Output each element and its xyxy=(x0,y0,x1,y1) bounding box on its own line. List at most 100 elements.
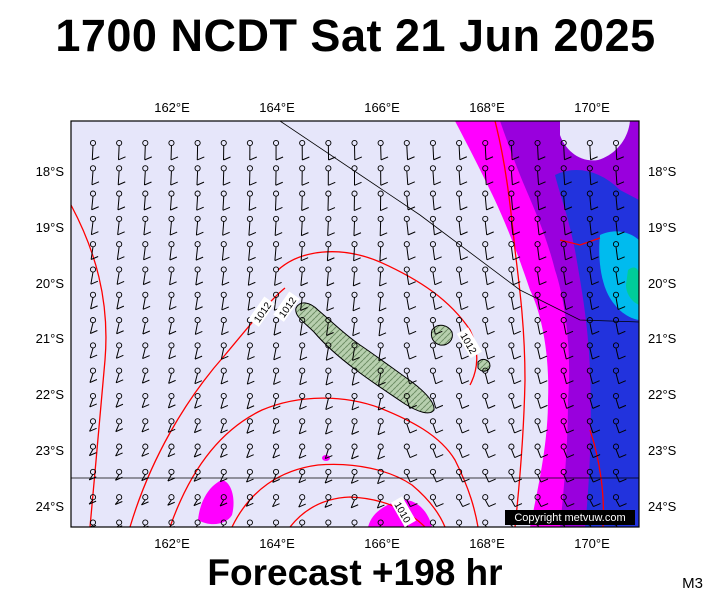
wind-barb xyxy=(612,367,626,385)
wind-barb xyxy=(168,241,178,261)
wind-barb xyxy=(560,291,574,310)
wind-barb xyxy=(403,165,415,186)
wind-barb xyxy=(612,291,626,310)
wind-barb xyxy=(168,215,178,236)
wind-barb xyxy=(482,519,489,527)
wind-barb xyxy=(586,139,598,161)
wind-barb xyxy=(299,291,308,311)
rain-gap-area xyxy=(560,121,630,161)
wind-barb xyxy=(534,392,548,409)
wind-barb xyxy=(560,317,574,335)
wind-barb xyxy=(508,443,522,458)
isobar-line xyxy=(231,463,446,527)
wind-barb xyxy=(351,266,361,287)
wind-barb xyxy=(298,418,307,435)
wind-barb xyxy=(508,165,520,186)
wind-barb xyxy=(141,367,150,384)
wind-barb xyxy=(612,190,625,211)
wind-barb xyxy=(612,317,626,335)
lat-tick-label: 23°S xyxy=(36,443,65,458)
wind-barb xyxy=(377,342,386,362)
wind-barb xyxy=(116,190,126,211)
rain-patch-west xyxy=(198,480,234,525)
wind-barb xyxy=(482,317,495,335)
wind-barb xyxy=(403,392,417,409)
wind-barb xyxy=(586,266,599,286)
wind-barb xyxy=(640,419,653,433)
wind-barb xyxy=(220,215,230,236)
copyright-badge: Copyright metvuw.com xyxy=(505,510,635,525)
wind-barb xyxy=(456,266,469,286)
forecast-label: Forecast +198 hr xyxy=(207,552,503,593)
wind-barb xyxy=(298,443,307,459)
wind-barb xyxy=(324,494,333,508)
wind-barb xyxy=(482,367,496,385)
wind-barb xyxy=(220,392,229,409)
wind-barb xyxy=(403,215,416,236)
wind-barb xyxy=(508,215,521,236)
wind-barb xyxy=(298,468,307,484)
wind-barb xyxy=(456,392,470,409)
map-frame xyxy=(70,120,640,528)
wind-barb xyxy=(299,317,308,336)
wind-barb xyxy=(168,266,177,286)
wind-barb xyxy=(534,266,547,286)
wind-barb xyxy=(586,468,601,483)
wind-barb xyxy=(403,418,418,434)
wind-barb xyxy=(351,519,358,527)
lon-tick-label: 168°E xyxy=(469,536,505,551)
wind-barb xyxy=(142,190,152,211)
wind-barb xyxy=(89,317,98,334)
wind-barb xyxy=(429,342,443,360)
wind-barb xyxy=(142,291,151,310)
wind-barb xyxy=(89,165,100,186)
wind-barb xyxy=(429,139,441,161)
wind-barb xyxy=(89,418,97,432)
wind-barb xyxy=(403,241,416,261)
wind-barb xyxy=(167,468,176,482)
wind-barb xyxy=(89,139,100,161)
loyalty-island-lifou xyxy=(477,358,491,372)
wind-barb xyxy=(141,392,150,409)
wind-barb xyxy=(482,266,495,286)
wind-barb xyxy=(220,418,228,434)
wind-barb xyxy=(142,241,151,261)
wind-barb xyxy=(377,190,388,212)
wind-barb xyxy=(141,494,149,506)
wind-barbs xyxy=(88,139,653,527)
wind-barb xyxy=(482,494,496,508)
wind-barb xyxy=(246,266,256,286)
wind-barb xyxy=(456,241,468,261)
wind-barb xyxy=(482,165,494,186)
wind-barb xyxy=(351,392,360,411)
wind-barb xyxy=(116,241,125,261)
wind-barb xyxy=(350,494,359,509)
wind-barb xyxy=(429,519,437,527)
wind-barb xyxy=(220,165,231,186)
wind-barb xyxy=(246,241,256,261)
wind-barb xyxy=(351,418,359,435)
wind-barb xyxy=(141,443,150,457)
wind-barb xyxy=(89,266,99,285)
wind-barb xyxy=(272,367,281,385)
wind-barb xyxy=(168,367,176,384)
wind-barb xyxy=(299,215,309,237)
wind-barb xyxy=(272,443,281,459)
wind-barb xyxy=(377,291,387,312)
wind-barb xyxy=(482,291,495,310)
wind-barb xyxy=(377,367,386,386)
lon-tick-label: 166°E xyxy=(364,100,400,115)
wind-barb xyxy=(429,367,443,385)
lat-tick-label: 18°S xyxy=(36,164,65,179)
wind-barb xyxy=(560,494,575,508)
wind-barb xyxy=(350,468,359,484)
wind-barb xyxy=(89,190,99,211)
lat-tick-label: 19°S xyxy=(648,220,677,235)
wind-barb xyxy=(194,317,203,335)
wind-barb xyxy=(456,215,468,236)
wind-barb xyxy=(403,139,415,161)
wind-barb xyxy=(193,418,202,434)
wind-barb xyxy=(116,215,125,236)
wind-barb xyxy=(560,443,575,458)
wind-barb xyxy=(403,317,417,335)
